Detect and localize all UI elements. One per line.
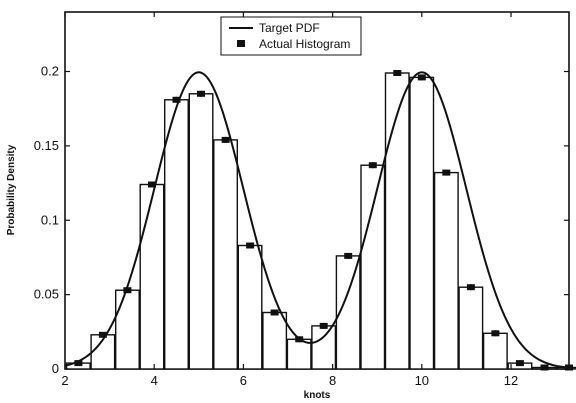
histogram-bar bbox=[459, 287, 483, 369]
x-tick-label: 6 bbox=[240, 373, 247, 388]
histogram-bar bbox=[312, 326, 336, 369]
histogram-bar bbox=[361, 165, 385, 369]
x-tick-label: 8 bbox=[329, 373, 336, 388]
y-tick-label: 0.1 bbox=[41, 212, 59, 227]
x-tick-label: 10 bbox=[415, 373, 429, 388]
y-tick-label: 0.15 bbox=[34, 138, 59, 153]
legend-marker-swatch bbox=[237, 40, 245, 47]
histogram-bar bbox=[484, 333, 508, 369]
legend-actual-histogram: Actual Histogram bbox=[259, 37, 350, 51]
y-axis-label: Probability Density bbox=[6, 144, 17, 235]
histogram-bar bbox=[435, 173, 459, 369]
histogram-bar bbox=[116, 290, 140, 369]
x-tick-label: 4 bbox=[151, 373, 158, 388]
histogram-bar bbox=[263, 313, 287, 370]
histogram-bar bbox=[386, 73, 410, 369]
histogram-bar bbox=[238, 246, 261, 370]
y-tick-label: 0.05 bbox=[34, 287, 59, 302]
histogram-bar bbox=[165, 100, 189, 369]
y-tick-label: 0.2 bbox=[41, 64, 59, 79]
histogram-bar bbox=[189, 94, 213, 369]
histogram-bar bbox=[140, 185, 164, 370]
legend: Target PDF Actual Histogram bbox=[221, 17, 361, 55]
histogram-bar bbox=[214, 140, 238, 369]
histogram-bar bbox=[287, 339, 311, 369]
legend-target-pdf: Target PDF bbox=[259, 21, 320, 35]
histogram-bar bbox=[410, 77, 434, 369]
x-tick-label: 12 bbox=[504, 373, 518, 388]
x-axis-label: knots bbox=[304, 390, 331, 401]
x-tick-label: 2 bbox=[61, 373, 68, 388]
y-tick-label: 0 bbox=[52, 361, 59, 376]
